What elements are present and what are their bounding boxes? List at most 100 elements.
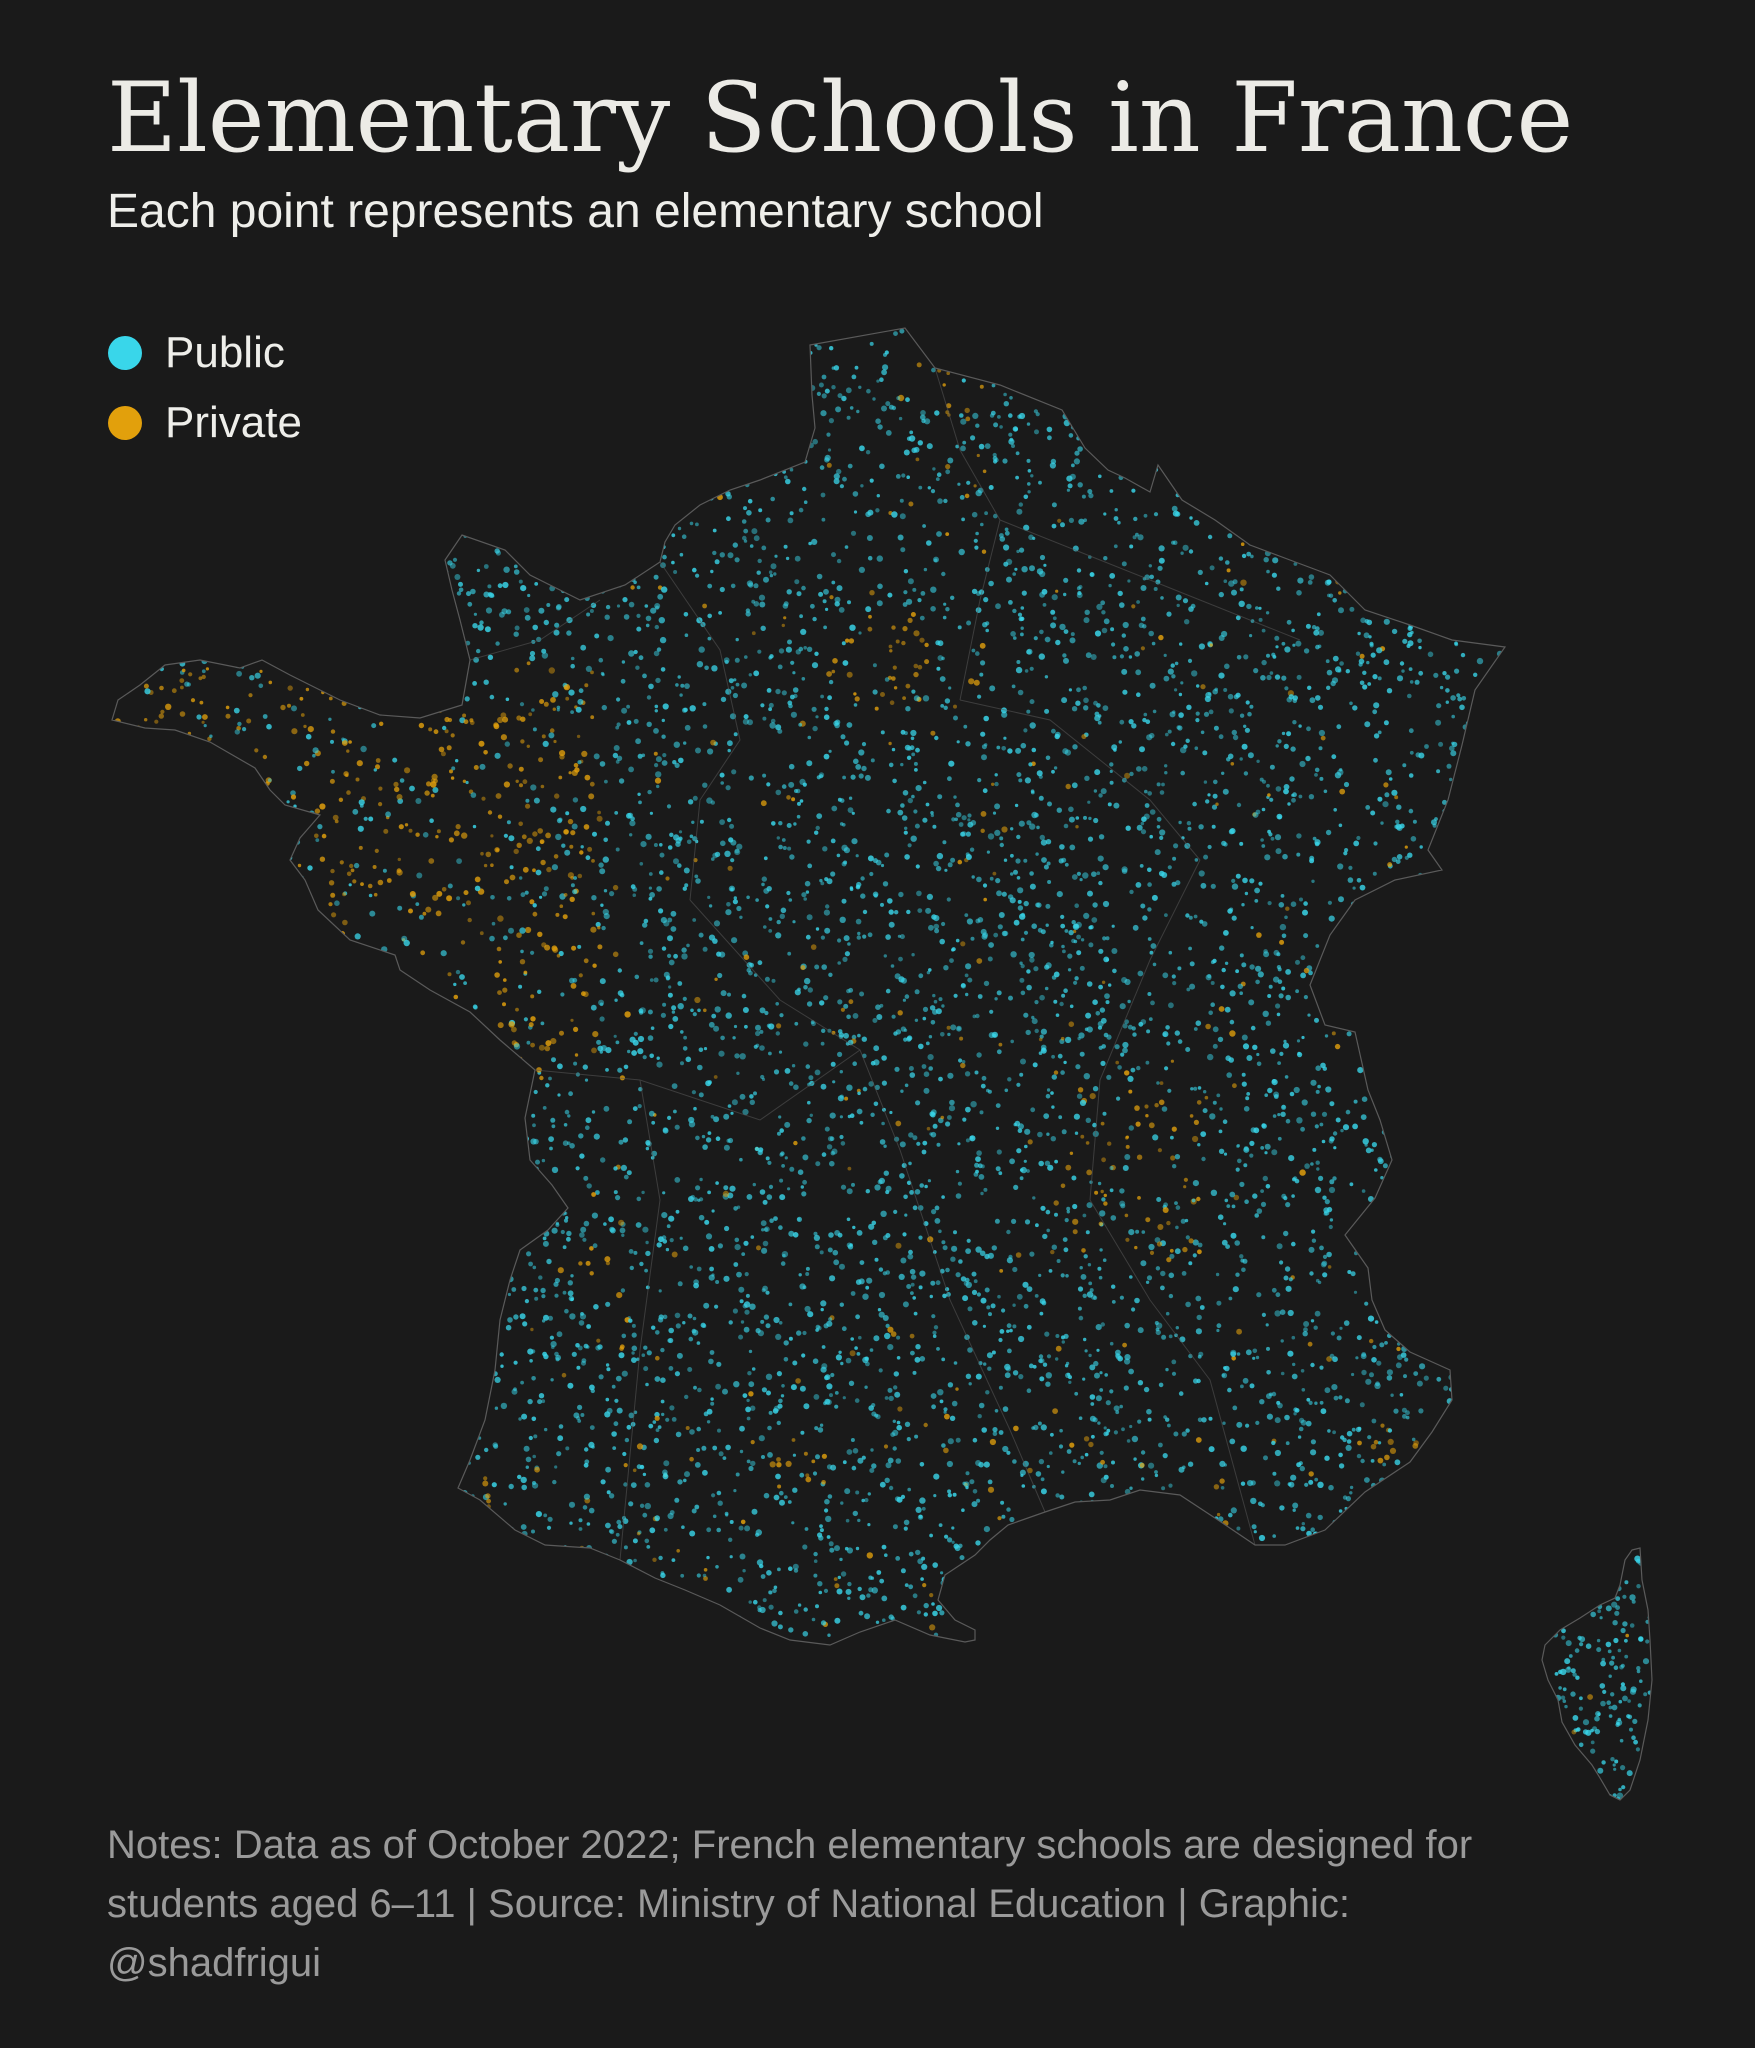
public-school-dot bbox=[551, 576, 557, 582]
public-school-dot bbox=[996, 990, 1002, 996]
public-school-dot bbox=[704, 429, 710, 435]
public-school-dot bbox=[996, 1049, 1002, 1055]
public-school-dot bbox=[295, 1341, 302, 1348]
public-school-dot bbox=[1055, 639, 1061, 646]
public-school-dot bbox=[119, 565, 124, 571]
public-school-dot bbox=[1136, 600, 1140, 604]
public-school-dot bbox=[858, 385, 862, 389]
public-school-dot bbox=[1209, 565, 1215, 571]
public-school-dot bbox=[1378, 465, 1384, 471]
public-school-dot bbox=[136, 381, 142, 387]
public-school-dot bbox=[1303, 933, 1309, 939]
public-school-dot bbox=[506, 1570, 511, 1575]
public-school-dot bbox=[1275, 786, 1282, 792]
public-school-dot bbox=[1237, 983, 1244, 989]
public-school-dot bbox=[631, 1050, 637, 1056]
public-school-dot bbox=[1314, 1124, 1319, 1129]
public-school-dot bbox=[249, 1567, 253, 1572]
public-school-dot bbox=[1083, 617, 1090, 624]
public-school-dot bbox=[642, 546, 649, 553]
public-school-dot bbox=[639, 1635, 645, 1641]
public-school-dot bbox=[998, 1337, 1003, 1343]
public-school-dot bbox=[124, 532, 130, 538]
public-school-dot bbox=[421, 1309, 425, 1313]
public-school-dot bbox=[539, 895, 543, 899]
public-school-dot bbox=[378, 1338, 384, 1343]
public-school-dot bbox=[947, 1489, 952, 1494]
public-school-dot bbox=[1016, 660, 1021, 664]
public-school-dot bbox=[1136, 692, 1141, 697]
public-school-dot bbox=[1317, 704, 1324, 710]
private-school-dot bbox=[352, 422, 359, 428]
public-school-dot bbox=[939, 1610, 945, 1616]
public-school-dot bbox=[733, 678, 737, 682]
public-school-dot bbox=[676, 411, 683, 418]
public-school-dot bbox=[953, 1361, 958, 1365]
public-school-dot bbox=[917, 1514, 924, 1520]
public-school-dot bbox=[1009, 437, 1014, 442]
public-school-dot bbox=[1411, 1437, 1416, 1442]
public-school-dot bbox=[918, 485, 923, 490]
public-school-dot bbox=[944, 1598, 948, 1602]
public-school-dot bbox=[442, 1163, 448, 1169]
public-school-dot bbox=[411, 1076, 418, 1082]
public-school-dot bbox=[1352, 1614, 1359, 1621]
public-school-dot bbox=[935, 865, 942, 872]
public-school-dot bbox=[203, 479, 210, 485]
public-school-dot bbox=[193, 414, 198, 419]
public-school-dot bbox=[1383, 1110, 1387, 1115]
public-school-dot bbox=[1372, 871, 1377, 876]
public-school-dot bbox=[452, 1481, 457, 1486]
private-school-dot bbox=[889, 700, 895, 705]
public-school-dot bbox=[1476, 882, 1481, 887]
public-school-dot bbox=[519, 927, 526, 934]
public-school-dot bbox=[529, 504, 534, 509]
public-school-dot bbox=[972, 1320, 978, 1326]
public-school-dot bbox=[1466, 879, 1471, 885]
public-school-dot bbox=[293, 1207, 298, 1212]
public-school-dot bbox=[803, 1403, 810, 1410]
public-school-dot bbox=[813, 1231, 818, 1236]
legend-label-public: Public bbox=[165, 328, 285, 377]
public-school-dot bbox=[1326, 685, 1331, 690]
private-school-dot bbox=[1189, 1114, 1194, 1118]
public-school-dot bbox=[1419, 1496, 1425, 1502]
public-school-dot bbox=[945, 1121, 951, 1127]
public-school-dot bbox=[386, 563, 390, 567]
public-school-dot bbox=[1490, 1293, 1496, 1299]
public-school-dot bbox=[768, 1410, 773, 1415]
public-school-dot bbox=[500, 1402, 508, 1410]
public-school-dot bbox=[846, 415, 851, 420]
public-school-dot bbox=[1317, 1481, 1324, 1489]
private-school-dot bbox=[930, 730, 936, 736]
private-school-dot bbox=[175, 659, 180, 663]
public-school-dot bbox=[760, 1319, 765, 1324]
private-school-dot bbox=[1316, 440, 1320, 444]
public-school-dot bbox=[773, 572, 777, 576]
public-school-dot bbox=[315, 408, 322, 415]
public-school-dot bbox=[1004, 1088, 1009, 1093]
public-school-dot bbox=[701, 1134, 706, 1139]
public-school-dot bbox=[1240, 368, 1247, 375]
public-school-dot bbox=[903, 1526, 908, 1531]
public-school-dot bbox=[253, 1282, 258, 1287]
public-school-dot bbox=[952, 1597, 957, 1602]
public-school-dot bbox=[932, 1562, 938, 1568]
public-school-dot bbox=[349, 1406, 356, 1413]
public-school-dot bbox=[373, 768, 377, 772]
public-school-dot bbox=[732, 542, 738, 548]
private-school-dot bbox=[435, 835, 439, 839]
public-school-dot bbox=[296, 1289, 303, 1296]
public-school-dot bbox=[1304, 1604, 1310, 1610]
public-school-dot bbox=[893, 1371, 899, 1377]
private-school-dot bbox=[158, 965, 165, 972]
public-school-dot bbox=[315, 360, 321, 366]
public-school-dot bbox=[1137, 1419, 1142, 1424]
public-school-dot bbox=[924, 418, 931, 425]
public-school-dot bbox=[914, 1189, 921, 1195]
public-school-dot bbox=[297, 552, 302, 556]
private-school-dot bbox=[415, 1005, 420, 1009]
public-school-dot bbox=[1152, 457, 1159, 464]
public-school-dot bbox=[941, 571, 946, 577]
private-school-dot bbox=[537, 931, 543, 937]
